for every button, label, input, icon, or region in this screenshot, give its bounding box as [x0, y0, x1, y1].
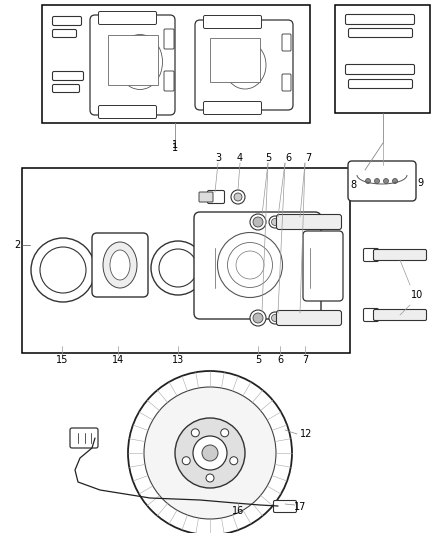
FancyBboxPatch shape — [282, 74, 291, 91]
Text: 6: 6 — [285, 153, 291, 163]
Text: 2: 2 — [14, 240, 20, 250]
Circle shape — [250, 214, 266, 230]
Ellipse shape — [110, 250, 130, 280]
Circle shape — [230, 457, 238, 465]
FancyBboxPatch shape — [53, 17, 81, 26]
Text: 3: 3 — [215, 153, 221, 163]
Circle shape — [250, 310, 266, 326]
Circle shape — [193, 436, 227, 470]
Circle shape — [159, 249, 197, 287]
Bar — [42, 5, 310, 123]
FancyBboxPatch shape — [90, 15, 175, 115]
Text: 4: 4 — [237, 153, 243, 163]
FancyBboxPatch shape — [348, 161, 416, 201]
Text: 13: 13 — [172, 355, 184, 365]
FancyBboxPatch shape — [99, 106, 156, 118]
FancyBboxPatch shape — [349, 28, 413, 37]
FancyBboxPatch shape — [92, 233, 148, 297]
FancyBboxPatch shape — [53, 71, 84, 80]
Circle shape — [31, 238, 95, 302]
Circle shape — [128, 371, 292, 533]
Text: 1: 1 — [172, 143, 178, 153]
FancyBboxPatch shape — [282, 34, 291, 51]
Text: 15: 15 — [56, 355, 68, 365]
FancyBboxPatch shape — [99, 12, 156, 25]
FancyBboxPatch shape — [204, 15, 261, 28]
Circle shape — [206, 474, 214, 482]
Text: 9: 9 — [417, 178, 423, 188]
FancyBboxPatch shape — [346, 64, 414, 75]
Circle shape — [191, 429, 199, 437]
Text: 5: 5 — [255, 355, 261, 365]
FancyBboxPatch shape — [303, 231, 343, 301]
Text: 8: 8 — [350, 180, 356, 190]
FancyBboxPatch shape — [276, 214, 342, 230]
Circle shape — [365, 179, 371, 183]
Circle shape — [374, 179, 379, 183]
FancyBboxPatch shape — [53, 85, 80, 93]
Circle shape — [182, 457, 190, 465]
Circle shape — [253, 217, 263, 227]
Circle shape — [269, 216, 281, 228]
Text: 7: 7 — [305, 153, 311, 163]
FancyBboxPatch shape — [273, 500, 297, 513]
FancyBboxPatch shape — [346, 14, 414, 25]
FancyBboxPatch shape — [364, 309, 378, 321]
FancyBboxPatch shape — [208, 190, 225, 204]
Bar — [210, 38, 260, 82]
Circle shape — [202, 445, 218, 461]
Circle shape — [144, 387, 276, 519]
FancyBboxPatch shape — [199, 192, 213, 202]
FancyBboxPatch shape — [70, 428, 98, 448]
Text: 10: 10 — [411, 290, 423, 300]
Text: 16: 16 — [232, 506, 244, 516]
FancyBboxPatch shape — [204, 101, 261, 115]
FancyBboxPatch shape — [364, 248, 378, 262]
Text: 1: 1 — [172, 140, 178, 150]
Circle shape — [175, 418, 245, 488]
Circle shape — [40, 247, 86, 293]
Bar — [22, 168, 350, 353]
Circle shape — [231, 190, 245, 204]
Circle shape — [272, 219, 279, 225]
Circle shape — [253, 313, 263, 323]
FancyBboxPatch shape — [374, 310, 427, 320]
FancyBboxPatch shape — [276, 311, 342, 326]
Text: 7: 7 — [302, 355, 308, 365]
Ellipse shape — [103, 242, 137, 288]
FancyBboxPatch shape — [194, 212, 321, 319]
FancyBboxPatch shape — [53, 29, 77, 37]
FancyBboxPatch shape — [164, 29, 174, 49]
Text: 6: 6 — [277, 355, 283, 365]
Circle shape — [384, 179, 389, 183]
Circle shape — [269, 312, 281, 324]
Text: 14: 14 — [112, 355, 124, 365]
FancyBboxPatch shape — [349, 79, 413, 88]
Circle shape — [234, 193, 242, 201]
FancyBboxPatch shape — [195, 20, 293, 110]
FancyBboxPatch shape — [374, 249, 427, 261]
Circle shape — [272, 314, 279, 321]
Bar — [108, 35, 158, 85]
Text: 5: 5 — [265, 153, 271, 163]
Circle shape — [221, 429, 229, 437]
FancyBboxPatch shape — [164, 71, 174, 91]
Bar — [335, 5, 430, 113]
Text: 12: 12 — [300, 429, 312, 439]
Circle shape — [151, 241, 205, 295]
Circle shape — [392, 179, 398, 183]
Text: 17: 17 — [294, 502, 306, 512]
